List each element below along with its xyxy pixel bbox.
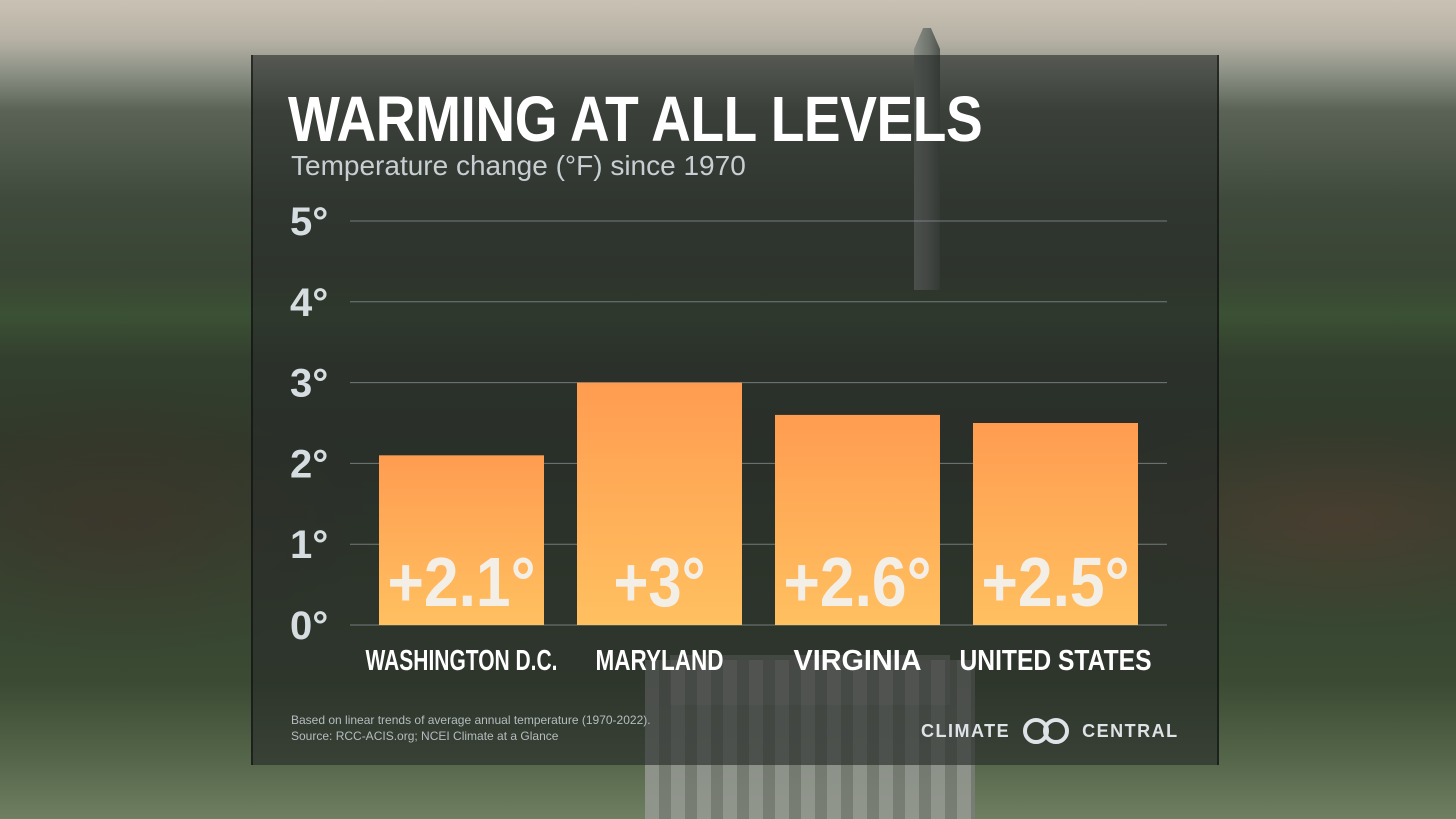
- bar-value-label: +2.6°: [784, 543, 932, 621]
- logo-text-left: CLIMATE: [921, 720, 1011, 741]
- bar: [379, 455, 544, 625]
- climate-central-rings-icon: [1023, 718, 1070, 744]
- footnote-method: Based on linear trends of average annual…: [291, 713, 651, 727]
- bar-value-label: +2.5°: [982, 543, 1130, 621]
- bar: [577, 382, 742, 625]
- chart-subtitle: Temperature change (°F) since 1970: [291, 150, 746, 181]
- chart-title: WARMING AT ALL LEVELS: [288, 83, 983, 155]
- y-tick-label: 5°: [290, 200, 328, 244]
- bar-value-label: +3°: [614, 543, 706, 621]
- bar: [973, 423, 1138, 625]
- category-label: UNITED STATES: [960, 645, 1152, 677]
- logo-text-right: CENTRAL: [1082, 720, 1179, 741]
- y-axis-ticks: 0° 1° 2° 3° 4° 5°: [290, 200, 328, 648]
- value-labels: +2.1° +3° +2.6° +2.5°: [388, 543, 1130, 621]
- y-tick-label: 1°: [290, 523, 328, 567]
- climate-central-logo: CLIMATE CENTRAL: [921, 714, 1179, 748]
- category-label: MARYLAND: [596, 645, 724, 677]
- bars: [379, 382, 1138, 625]
- y-tick-label: 3°: [290, 362, 328, 406]
- bar: [775, 414, 940, 625]
- bar-value-label: +2.1°: [388, 543, 536, 621]
- category-labels: WASHINGTON D.C. MARYLAND VIRGINIA UNITED ST…: [366, 645, 1152, 677]
- category-label: WASHINGTON D.C.: [366, 645, 558, 677]
- y-tick-label: 4°: [290, 281, 328, 325]
- y-tick-label: 2°: [290, 442, 328, 486]
- y-tick-label: 0°: [290, 604, 328, 648]
- footnote-source: Source: RCC-ACIS.org; NCEI Climate at a …: [291, 729, 559, 743]
- footnote: Based on linear trends of average annual…: [291, 712, 651, 744]
- category-label: VIRGINIA: [794, 645, 922, 677]
